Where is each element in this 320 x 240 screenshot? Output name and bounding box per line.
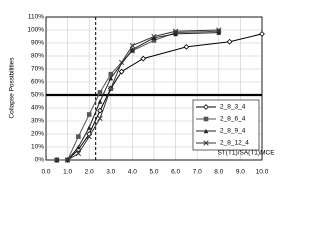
y-tick-label: 0% (35, 157, 45, 164)
x-tick-label: 5.0 (149, 169, 158, 176)
legend-label: 2_8_9_4 (220, 128, 246, 135)
marker (97, 90, 103, 95)
x-tick-label: 6.0 (171, 169, 180, 176)
marker (151, 38, 157, 43)
marker (86, 125, 92, 130)
marker (76, 134, 81, 139)
y-tick-label: 70% (31, 66, 44, 73)
marker (259, 31, 265, 37)
marker (108, 75, 114, 81)
y-axis-label: Collapse Possibilities (9, 57, 16, 119)
marker (151, 33, 157, 40)
marker (203, 128, 209, 134)
y-tick-label: 20% (31, 131, 44, 138)
marker (97, 107, 103, 114)
marker (203, 104, 209, 110)
marker (172, 28, 179, 34)
x-tick-label: 0.0 (41, 169, 50, 176)
marker (64, 157, 71, 163)
legend-label: 2_8_6_4 (220, 116, 246, 123)
x-tick-label: 10.0 (256, 169, 269, 176)
marker (75, 150, 82, 157)
marker (97, 99, 103, 104)
marker (226, 38, 233, 45)
marker (216, 27, 222, 33)
x-tick-label: 3.0 (106, 169, 115, 176)
y-tick-label: 10% (31, 144, 44, 151)
marker (203, 140, 209, 146)
x-tick-label: 1.0 (63, 169, 72, 176)
marker (108, 71, 114, 77)
legend-label: 2_8_12_4 (220, 140, 249, 147)
y-tick-label: 30% (31, 118, 44, 125)
marker (183, 44, 190, 50)
marker (86, 133, 92, 140)
marker (140, 55, 147, 62)
x-tick-label: 2.0 (85, 169, 94, 176)
y-tick-label: 100% (27, 27, 44, 34)
x-tick-label: 4.0 (128, 169, 137, 176)
y-tick-label: 60% (31, 79, 44, 86)
marker (216, 30, 222, 35)
marker (118, 59, 125, 66)
y-tick-label: 80% (31, 53, 44, 60)
x-axis-label: ST(T1)/SA(T1)MCE (217, 150, 275, 157)
marker (203, 116, 209, 122)
x-tick-label: 8.0 (214, 169, 223, 176)
marker (130, 47, 135, 52)
series-line (56, 30, 219, 161)
chart: Collapse Possibilities 0% 10% 20% 30% 40% 50%… (9, 14, 275, 176)
y-tick-label: 90% (31, 40, 44, 47)
marker (54, 157, 60, 163)
marker (129, 42, 136, 49)
legend-label: 2_8_3_4 (220, 104, 246, 111)
plot-border (45, 16, 263, 161)
marker (97, 115, 103, 122)
series-line (56, 32, 219, 161)
y-tick-label: 50% (31, 92, 44, 99)
marker (86, 112, 92, 117)
marker (151, 35, 157, 41)
marker (76, 144, 81, 150)
marker (118, 68, 125, 75)
x-tick-label: 7.0 (193, 169, 202, 176)
x-tick-label: 9.0 (236, 169, 245, 176)
y-tick-label: 40% (31, 105, 44, 112)
marker (108, 85, 114, 92)
marker (173, 31, 178, 37)
y-tick-label: 110% (28, 14, 44, 21)
